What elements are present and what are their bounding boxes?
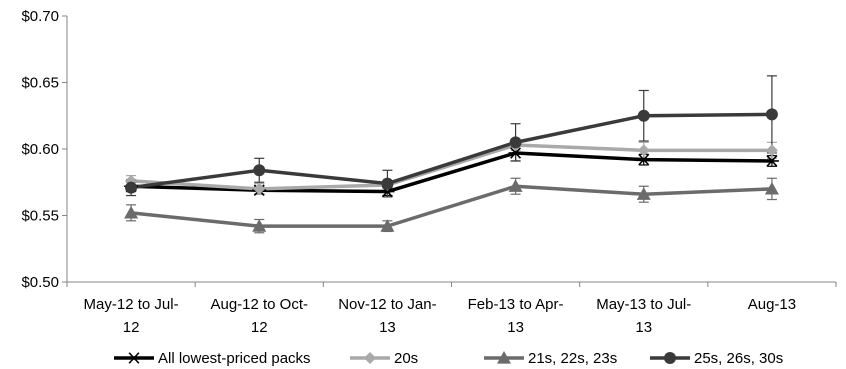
x-tick-label-line: Aug-12 to Oct- bbox=[210, 296, 308, 313]
x-tick-label-line: 13 bbox=[635, 319, 652, 336]
chart-legend: All lowest-priced packs 20s 21s, 22s, 23s 2… bbox=[114, 350, 783, 367]
legend-label: 20s bbox=[394, 350, 418, 367]
series-line-circle bbox=[130, 112, 772, 190]
legend-marker-circle bbox=[664, 352, 676, 364]
x-tick-label-line: Feb-13 to Apr- bbox=[468, 296, 564, 313]
data-point-asterisk bbox=[508, 147, 523, 159]
legend-label: 25s, 26s, 30s bbox=[694, 350, 783, 367]
x-tick-label-line: May-13 to Jul- bbox=[596, 296, 691, 313]
data-point-asterisk bbox=[636, 153, 651, 166]
data-point-circle bbox=[381, 177, 394, 190]
data-point-triangle bbox=[380, 219, 395, 232]
legend-marker-asterisk bbox=[127, 352, 141, 364]
data-point-diamond bbox=[637, 144, 650, 157]
x-tick-label: Nov-12 to Jan- 13 bbox=[338, 296, 436, 336]
x-tick-label-line: 13 bbox=[379, 319, 396, 336]
data-point-triangle bbox=[508, 179, 523, 192]
series-line-diamond bbox=[130, 143, 772, 191]
x-tick-label: Aug-13 bbox=[748, 296, 796, 313]
x-tick-label-line: 12 bbox=[123, 319, 140, 336]
series-markers bbox=[124, 108, 779, 232]
legend-label: All lowest-priced packs bbox=[158, 350, 311, 367]
legend-item-circle: 25s, 26s, 30s bbox=[650, 350, 783, 367]
legend-marker-triangle bbox=[497, 351, 511, 364]
x-tick-label: Aug-12 to Oct- 12 bbox=[210, 296, 308, 336]
data-point-diamond bbox=[253, 182, 266, 195]
error-bars bbox=[126, 75, 777, 234]
series-line-asterisk bbox=[131, 151, 772, 194]
legend-item-diamond: 20s bbox=[350, 350, 418, 367]
legend-marker-diamond bbox=[364, 352, 376, 364]
series-line-triangle bbox=[130, 184, 772, 228]
data-point-circle bbox=[125, 181, 138, 194]
series-lines bbox=[130, 112, 772, 228]
data-point-triangle bbox=[764, 181, 779, 195]
y-tick-label: $0.50 bbox=[21, 274, 59, 291]
data-point-diamond bbox=[765, 144, 778, 157]
y-tick-label: $0.65 bbox=[21, 75, 59, 92]
chart-axes: $0.50 $0.55 $0.60 $0.65 $0.70 May-12 to Jul- 1… bbox=[21, 8, 837, 336]
y-tick-label: $0.55 bbox=[21, 208, 59, 225]
x-tick-label-line: Nov-12 to Jan- bbox=[338, 296, 436, 313]
legend-item-triangle: 21s, 22s, 23s bbox=[484, 350, 617, 367]
y-tick-label: $0.70 bbox=[21, 8, 59, 25]
x-tick-label: Feb-13 to Apr- 13 bbox=[468, 296, 564, 336]
x-tick-label: May-13 to Jul- 13 bbox=[596, 296, 691, 336]
data-point-triangle bbox=[252, 219, 267, 232]
x-tick-label-line: Aug-13 bbox=[748, 296, 796, 313]
x-tick-label: May-12 to Jul- 12 bbox=[84, 296, 179, 336]
legend-label: 21s, 22s, 23s bbox=[528, 350, 617, 367]
data-point-asterisk bbox=[764, 155, 779, 167]
data-point-triangle bbox=[636, 187, 651, 200]
data-point-circle bbox=[637, 109, 650, 122]
x-tick-label-line: 12 bbox=[251, 319, 268, 336]
y-tick-label: $0.60 bbox=[21, 141, 59, 158]
x-tick-label-line: May-12 to Jul- bbox=[84, 296, 179, 313]
legend-item-asterisk: All lowest-priced packs bbox=[114, 350, 311, 367]
x-tick-label-line: 13 bbox=[507, 319, 524, 336]
data-point-circle bbox=[509, 136, 522, 149]
data-point-triangle bbox=[124, 205, 139, 219]
data-point-circle bbox=[253, 164, 266, 177]
data-point-circle bbox=[765, 108, 778, 121]
